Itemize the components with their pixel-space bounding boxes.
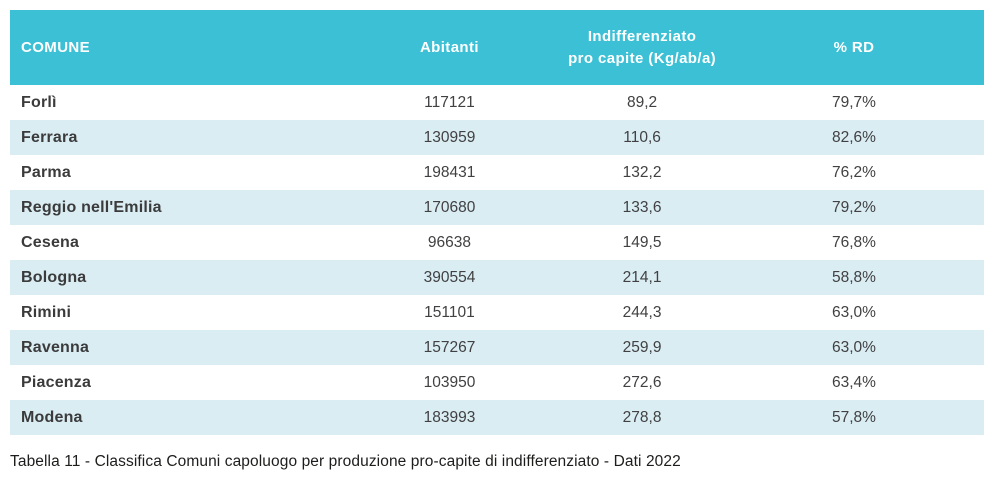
cell-rd: 79,2%: [831, 198, 876, 216]
table-row: Rimini 151101 244,3 63,0%: [10, 295, 984, 330]
table-row: Parma 198431 132,2 76,2%: [10, 155, 984, 190]
cell-rd: 76,8%: [831, 233, 876, 251]
cell-abitanti: 198431: [423, 163, 476, 181]
cell-indifferenziato: 89,2: [626, 93, 658, 111]
cell-indifferenziato: 278,8: [622, 408, 662, 426]
cell-abitanti: 183993: [423, 408, 476, 426]
table-row: Forlì 117121 89,2 79,7%: [10, 85, 984, 120]
table-body: Forlì 117121 89,2 79,7% Ferrara 130959 1…: [10, 85, 984, 435]
cell-indifferenziato: 149,5: [622, 233, 662, 251]
cell-indifferenziato: 132,2: [622, 163, 662, 181]
cell-indifferenziato: 272,6: [622, 373, 662, 391]
cell-comune: Parma: [21, 163, 71, 181]
cell-indifferenziato: 259,9: [622, 338, 662, 356]
table-row: Ferrara 130959 110,6 82,6%: [10, 120, 984, 155]
cell-comune: Rimini: [21, 303, 72, 321]
cell-comune: Ravenna: [21, 338, 90, 356]
table-row: Modena 183993 278,8 57,8%: [10, 400, 984, 435]
cell-comune: Forlì: [21, 93, 57, 111]
cell-comune: Bologna: [21, 268, 87, 286]
cell-comune: Reggio nell'Emilia: [21, 198, 162, 216]
cell-comune: Modena: [21, 408, 83, 426]
cell-indifferenziato: 244,3: [622, 303, 662, 321]
table-row: Ravenna 157267 259,9 63,0%: [10, 330, 984, 365]
cell-rd: 76,2%: [831, 163, 876, 181]
cell-indifferenziato: 133,6: [622, 198, 662, 216]
table-row: Piacenza 103950 272,6 63,4%: [10, 365, 984, 400]
cell-abitanti: 117121: [424, 93, 475, 111]
cell-comune: Ferrara: [21, 128, 78, 146]
cell-abitanti: 151101: [424, 303, 475, 321]
header-comune: COMUNE: [10, 10, 339, 85]
header-rd: % RD: [723, 10, 984, 85]
cell-rd: 63,4%: [831, 373, 876, 391]
header-indifferenziato: Indifferenziato pro capite (Kg/ab/a): [560, 10, 724, 85]
table-caption: Tabella 11 - Classifica Comuni capoluogo…: [10, 453, 681, 470]
cell-abitanti: 103950: [423, 373, 476, 391]
cell-rd: 79,7%: [831, 93, 876, 111]
header-row: COMUNE Abitanti Indifferenziato pro capi…: [10, 10, 984, 85]
cell-abitanti: 170680: [423, 198, 476, 216]
comuni-ranking-table: COMUNE Abitanti Indifferenziato pro capi…: [10, 10, 984, 435]
cell-abitanti: 157267: [423, 338, 476, 356]
cell-abitanti: 130959: [423, 128, 476, 146]
cell-indifferenziato: 214,1: [622, 268, 662, 286]
cell-abitanti: 390554: [423, 268, 476, 286]
table-row: Cesena 96638 149,5 76,8%: [10, 225, 984, 260]
cell-rd: 63,0%: [831, 338, 876, 356]
table-row: Reggio nell'Emilia 170680 133,6 79,2%: [10, 190, 984, 225]
cell-rd: 82,6%: [831, 128, 876, 146]
cell-indifferenziato: 110,6: [623, 128, 661, 146]
cell-rd: 58,8%: [831, 268, 876, 286]
cell-rd: 63,0%: [831, 303, 876, 321]
cell-abitanti: 96638: [427, 233, 472, 251]
table-header: COMUNE Abitanti Indifferenziato pro capi…: [10, 10, 984, 85]
cell-rd: 57,8%: [831, 408, 876, 426]
header-abitanti: Abitanti: [338, 10, 561, 85]
table-row: Bologna 390554 214,1 58,8%: [10, 260, 984, 295]
cell-comune: Cesena: [21, 233, 80, 251]
cell-comune: Piacenza: [21, 373, 92, 391]
